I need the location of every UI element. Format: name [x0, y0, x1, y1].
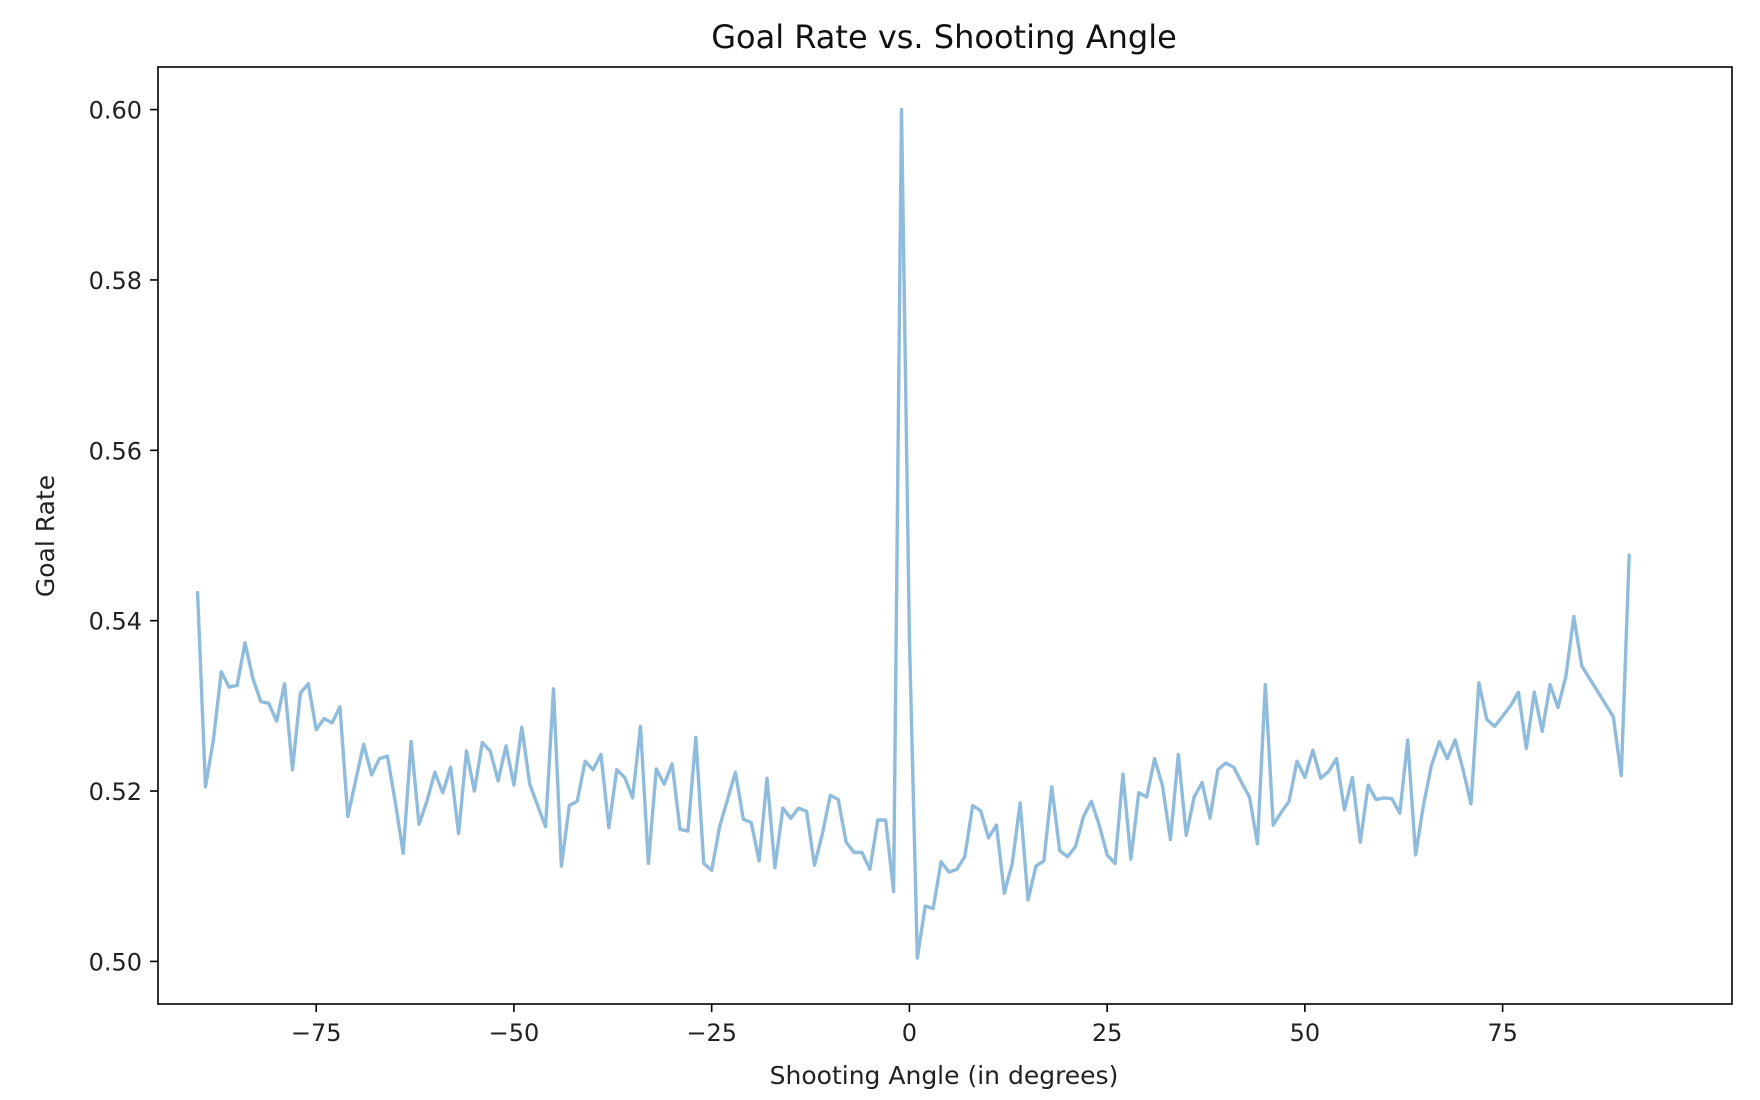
plot-frame — [157, 66, 1733, 1005]
y-tick-label: 0.58 — [89, 267, 142, 295]
y-tick-label: 0.50 — [89, 948, 142, 976]
y-tick-label: 0.56 — [89, 437, 142, 465]
x-tick-label: −50 — [489, 1019, 540, 1047]
x-tick-label: −75 — [291, 1019, 342, 1047]
y-tick-label: 0.60 — [89, 97, 142, 125]
y-axis-title: Goal Rate — [31, 475, 60, 597]
x-tick-label: 75 — [1487, 1019, 1518, 1047]
y-axis-ticks: 0.50 0.52 0.54 0.56 0.58 0.60 — [89, 97, 158, 976]
chart-title: Goal Rate vs. Shooting Angle — [711, 18, 1177, 56]
series-line-0 — [195, 107, 1631, 960]
x-tick-label: 0 — [902, 1019, 917, 1047]
y-tick-label: 0.52 — [89, 778, 142, 806]
y-tick-label: 0.54 — [89, 608, 142, 636]
x-tick-label: −25 — [686, 1019, 737, 1047]
x-axis-ticks: −75 −50 −25 0 25 50 75 — [291, 1004, 1518, 1047]
x-tick-label: 25 — [1092, 1019, 1123, 1047]
x-axis-title: Shooting Angle (in degrees) — [770, 1061, 1119, 1090]
plot-area — [157, 66, 1733, 1005]
x-tick-label: 50 — [1290, 1019, 1321, 1047]
